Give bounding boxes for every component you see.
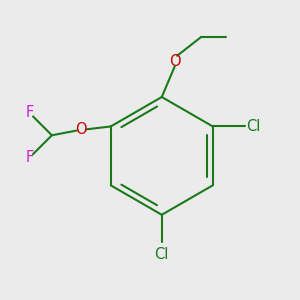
Text: Cl: Cl [246, 119, 261, 134]
Text: F: F [26, 105, 34, 120]
Text: F: F [26, 150, 34, 165]
Text: O: O [76, 122, 87, 137]
Text: Cl: Cl [154, 247, 169, 262]
Text: O: O [169, 54, 181, 69]
